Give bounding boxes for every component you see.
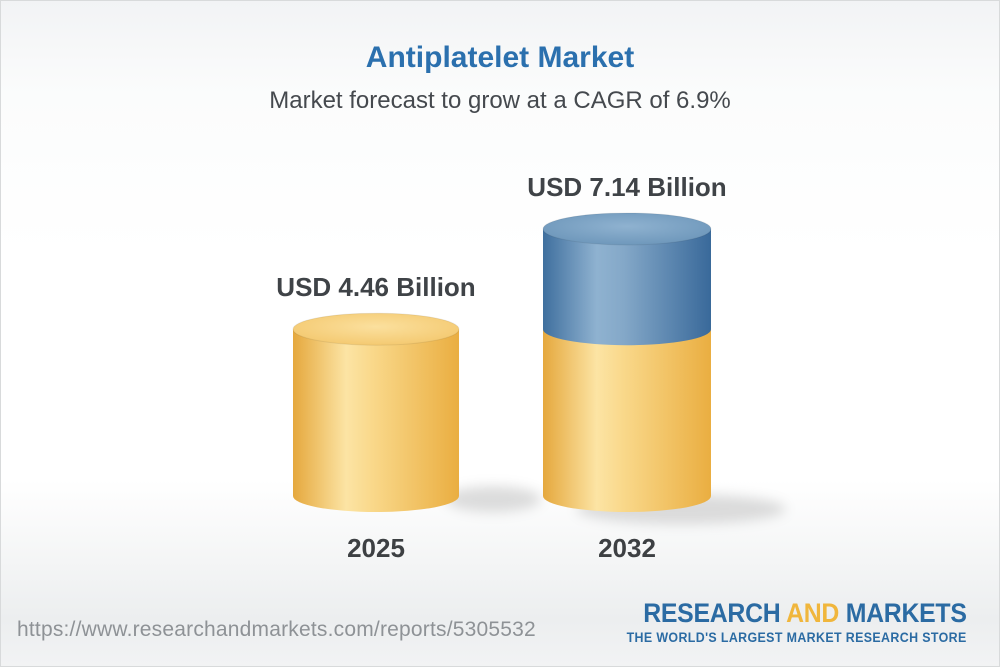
research-and-markets-logo: RESEARCH AND MARKETS THE WORLD'S LARGEST… <box>626 598 968 646</box>
x-axis-label-2032: 2032 <box>598 533 656 563</box>
value-label-2025: USD 4.46 Billion <box>276 272 476 303</box>
logo-word-and: AND <box>786 598 840 628</box>
chart-subtitle: Market forecast to grow at a CAGR of 6.9… <box>269 87 731 114</box>
value-label-2032: USD 7.14 Billion <box>527 171 727 202</box>
logo-word-research: RESEARCH <box>643 598 781 628</box>
report-url: https://www.researchandmarkets.com/repor… <box>17 618 536 641</box>
logo-tagline: THE WORLD'S LARGEST MARKET RESEARCH STOR… <box>626 630 967 645</box>
chart-title: Antiplatelet Market <box>365 41 635 74</box>
logo-word-markets: MARKETS <box>846 598 967 628</box>
x-axis-label-2025: 2025 <box>347 533 405 563</box>
logo-wordmark: RESEARCH AND MARKETS <box>627 598 968 628</box>
